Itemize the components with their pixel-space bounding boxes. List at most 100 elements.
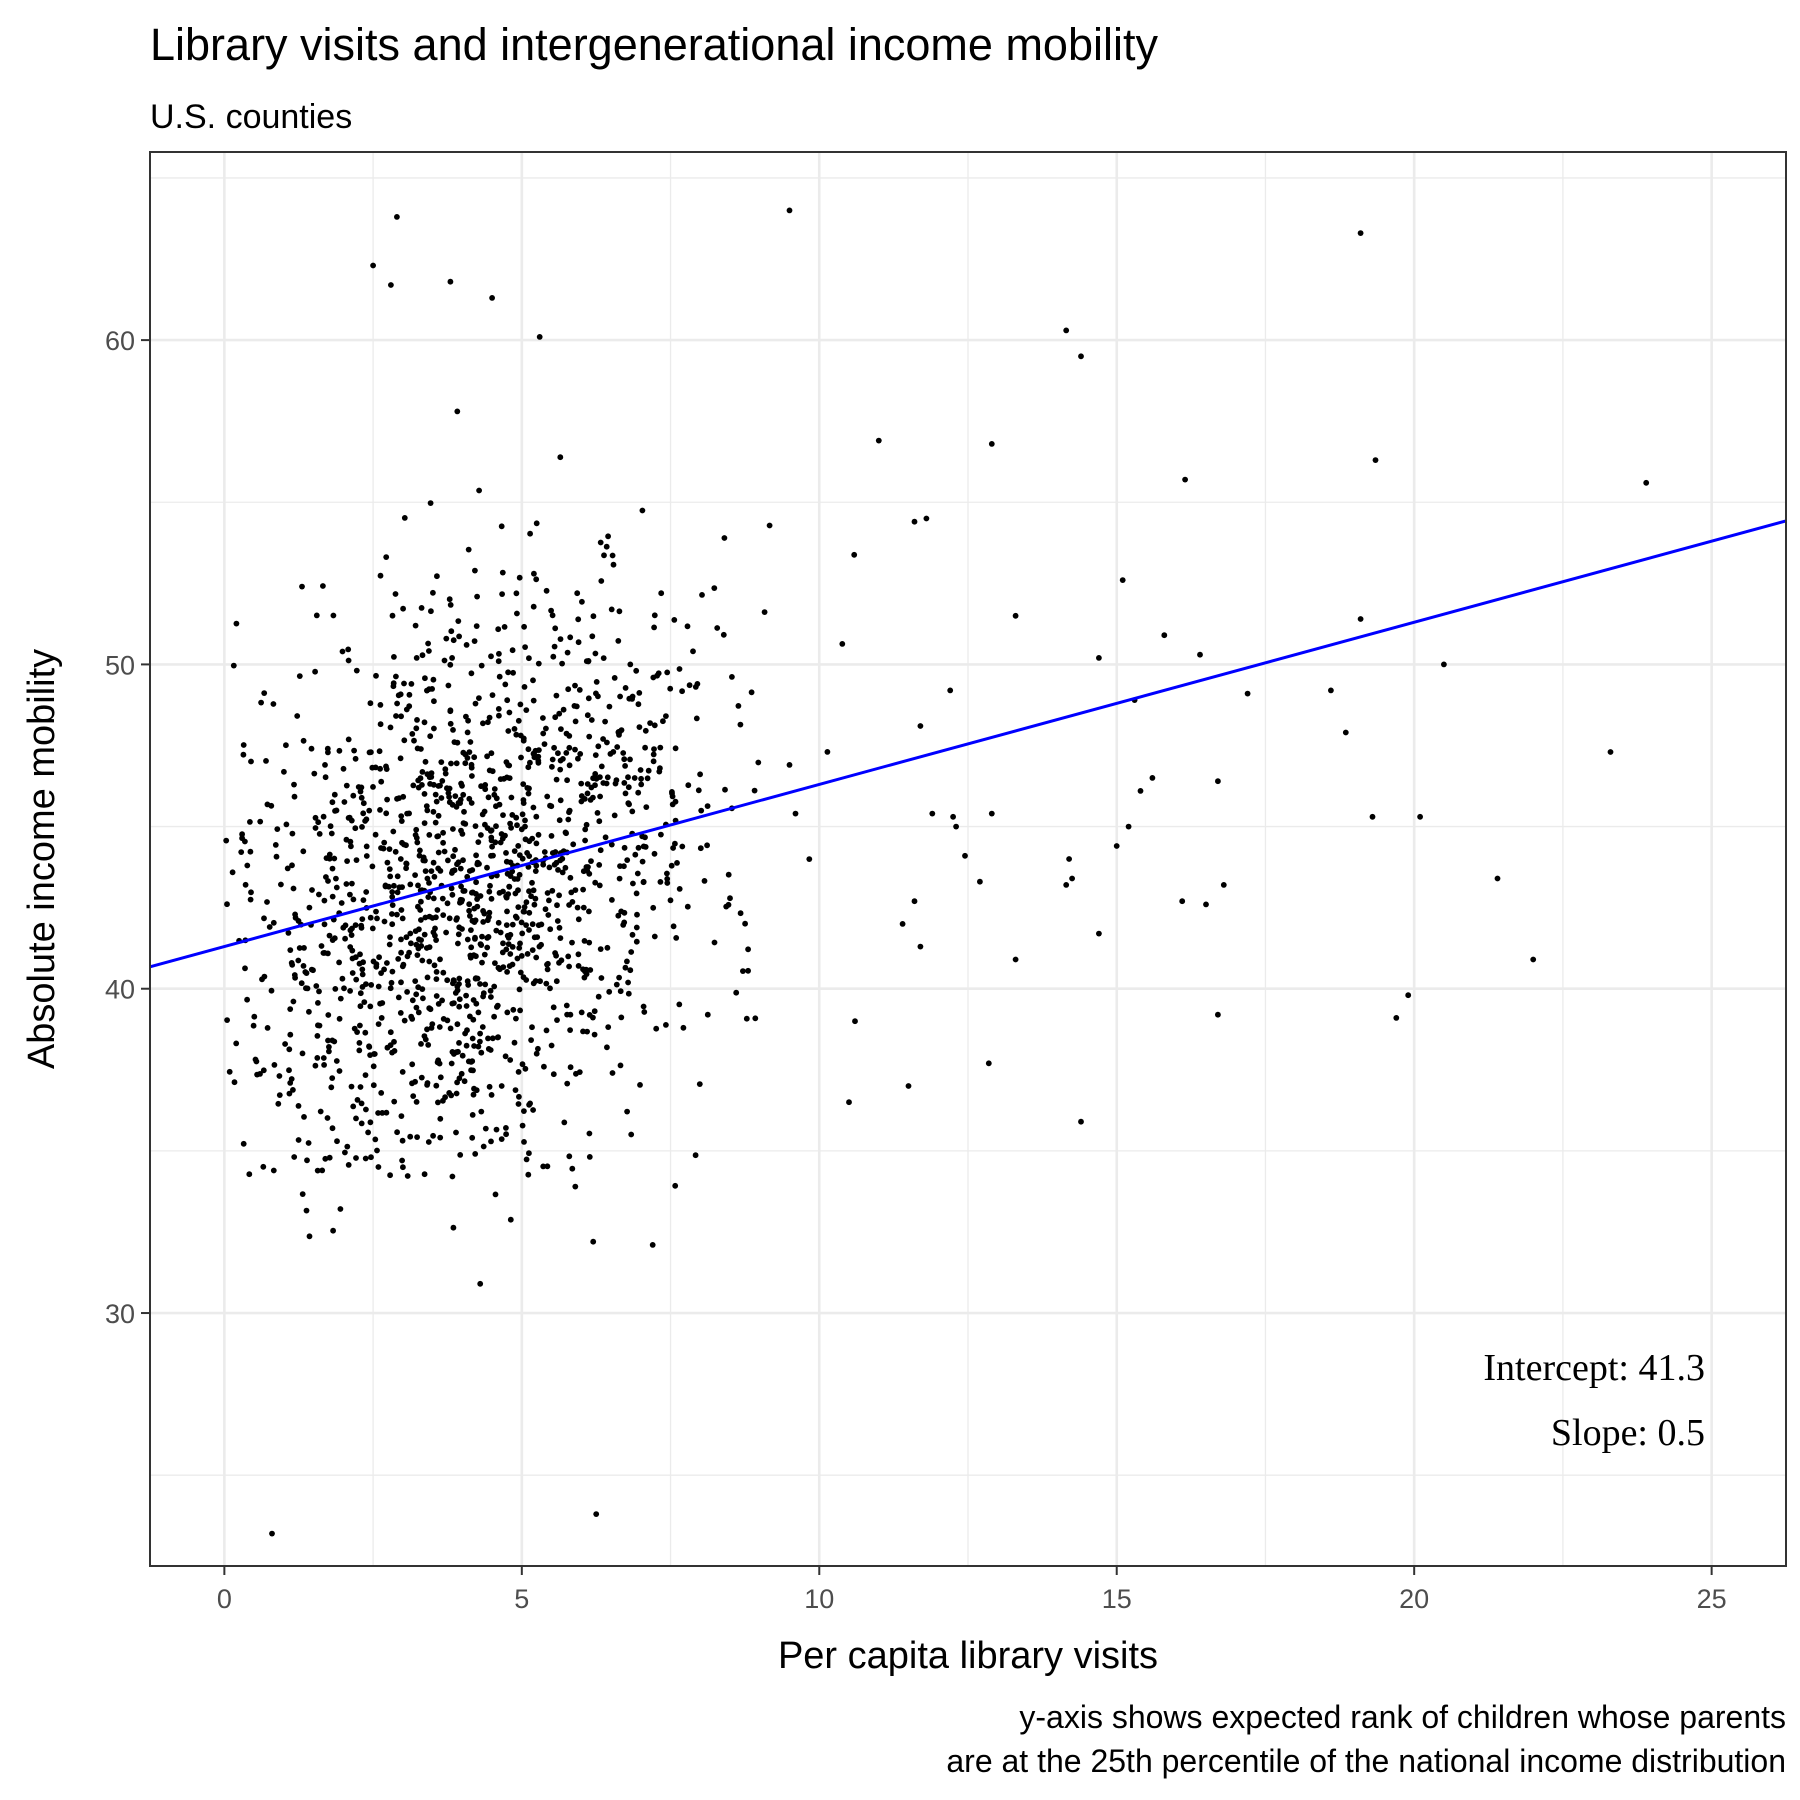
data-point — [418, 917, 424, 923]
data-point — [363, 889, 370, 895]
data-point — [503, 1131, 509, 1138]
data-point — [664, 880, 671, 886]
data-point — [518, 919, 525, 926]
data-point — [358, 922, 365, 929]
data-point — [497, 776, 504, 782]
data-point — [412, 622, 419, 629]
data-point — [458, 883, 464, 890]
data-point — [469, 1035, 476, 1042]
x-tick-label: 25 — [1697, 1584, 1727, 1614]
data-point — [306, 1233, 313, 1240]
data-point — [1119, 577, 1126, 583]
data-point — [460, 791, 467, 798]
data-point — [453, 760, 460, 767]
data-point — [637, 767, 644, 773]
data-point — [370, 784, 376, 790]
data-point — [353, 667, 360, 674]
data-point — [535, 660, 542, 667]
data-point — [354, 1029, 360, 1035]
data-point — [387, 1042, 394, 1049]
data-point — [598, 975, 605, 981]
data-point — [585, 658, 592, 664]
data-point — [597, 946, 604, 952]
data-point — [527, 530, 533, 537]
data-point — [325, 878, 331, 884]
data-point — [362, 1029, 369, 1036]
data-point — [466, 868, 473, 874]
data-point — [624, 1108, 630, 1115]
data-point — [480, 990, 487, 997]
data-point — [566, 1153, 573, 1160]
data-point — [575, 616, 582, 623]
data-point — [464, 755, 471, 761]
data-point — [696, 1081, 703, 1087]
data-point — [478, 1049, 485, 1056]
data-point — [400, 605, 406, 612]
data-point — [875, 437, 882, 444]
data-point — [466, 901, 473, 908]
data-point — [580, 966, 586, 973]
data-point — [476, 695, 482, 701]
data-point — [440, 969, 447, 976]
data-point — [435, 849, 442, 856]
data-point — [398, 949, 404, 956]
data-point — [486, 909, 493, 916]
data-point — [425, 894, 432, 900]
data-point — [621, 780, 628, 786]
data-point — [287, 1006, 294, 1012]
chart-title: Library visits and intergenerational inc… — [150, 19, 1158, 70]
data-point — [532, 895, 539, 902]
data-point — [418, 943, 425, 949]
data-point — [686, 682, 693, 689]
data-point — [394, 889, 401, 896]
data-point — [349, 925, 355, 932]
data-point — [748, 689, 755, 696]
data-point — [339, 648, 346, 655]
data-point — [519, 811, 526, 818]
data-point — [491, 786, 498, 792]
data-point — [657, 879, 664, 885]
data-point — [1197, 651, 1203, 658]
data-point — [342, 1149, 348, 1156]
data-point — [533, 520, 540, 527]
data-point — [323, 855, 330, 861]
data-point — [359, 916, 366, 922]
data-point — [588, 717, 595, 723]
data-point — [1149, 775, 1156, 781]
data-point — [455, 931, 462, 938]
data-point — [551, 744, 557, 751]
data-point — [962, 852, 968, 859]
data-point — [306, 904, 313, 911]
data-point — [419, 782, 425, 788]
data-point — [401, 1017, 408, 1024]
data-point — [398, 936, 404, 943]
data-point — [314, 1055, 321, 1061]
data-point — [629, 808, 636, 815]
data-point — [425, 1139, 432, 1145]
data-point — [366, 1044, 373, 1050]
data-point — [247, 819, 253, 825]
data-point — [295, 1103, 302, 1109]
data-point — [287, 947, 294, 953]
data-point — [611, 812, 618, 819]
data-point — [258, 699, 264, 706]
data-point — [418, 605, 425, 611]
data-point — [638, 781, 645, 788]
data-point — [535, 922, 542, 929]
data-point — [490, 852, 496, 859]
data-point — [378, 970, 384, 976]
data-point — [312, 825, 319, 831]
data-point — [625, 774, 631, 781]
data-point — [517, 701, 524, 708]
data-point — [390, 680, 397, 687]
data-point — [422, 868, 429, 874]
data-point — [535, 759, 542, 766]
data-point — [985, 1060, 992, 1067]
data-point — [426, 958, 433, 965]
data-point — [324, 1115, 331, 1121]
data-point — [387, 1029, 394, 1036]
data-point — [440, 839, 446, 846]
data-point — [488, 750, 495, 757]
data-point — [338, 900, 345, 906]
data-point — [546, 864, 553, 871]
